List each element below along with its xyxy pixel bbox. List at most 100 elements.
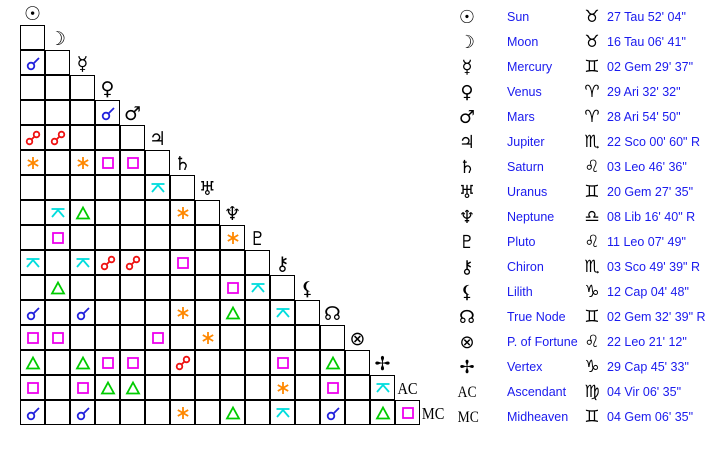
planet-position: 03 Sco 49' 39" R <box>607 260 700 274</box>
trine-icon <box>49 280 66 294</box>
aspect-cell-vertex-neptune <box>219 349 245 375</box>
square-icon <box>151 331 164 344</box>
venus-icon: ♀ <box>460 82 474 103</box>
planet-name: Vertex <box>507 360 543 374</box>
aspect-cell-p-of-fortune-moon <box>44 324 70 350</box>
aspect-cell-ascendant-chiron <box>269 374 295 400</box>
chiron-icon: ⚷ <box>460 257 474 278</box>
aspect-cell-midheaven-neptune <box>219 399 245 425</box>
conjunction-icon <box>101 106 115 120</box>
aspect-cell-ascendant-neptune <box>219 374 245 400</box>
aspect-cell-lilith-chiron <box>269 274 295 300</box>
planet-name: Venus <box>507 85 542 99</box>
mars-icon: ♂ <box>123 103 142 125</box>
mercury-icon: ☿ <box>461 57 473 78</box>
aspect-cell-midheaven-saturn <box>169 399 195 425</box>
leo-icon: ♌ <box>584 332 600 352</box>
uranus-icon: ♅ <box>198 178 217 200</box>
aspect-cell-midheaven-true-node <box>319 399 345 425</box>
aspect-cell-chiron-moon <box>44 249 70 275</box>
aspect-cell-neptune-mars <box>119 199 145 225</box>
quincunx-icon <box>250 282 265 293</box>
quincunx-icon <box>50 207 65 218</box>
moon-icon: ☽ <box>48 28 67 50</box>
aspect-cell-p-of-fortune-saturn <box>169 324 195 350</box>
planet-position: 20 Gem 27' 35" <box>607 185 694 199</box>
aspect-cell-uranus-jupiter <box>144 174 170 200</box>
trine-icon <box>24 355 41 369</box>
aspect-cell-p-of-fortune-mercury <box>69 324 95 350</box>
aspect-cell-chiron-uranus <box>194 249 220 275</box>
aspect-cell-venus-mercury <box>69 74 95 100</box>
planet-name: Pluto <box>507 235 536 249</box>
aspect-cell-uranus-sun <box>19 174 45 200</box>
aspect-cell-ascendant-vertex <box>369 374 395 400</box>
aspect-cell-jupiter-venus <box>94 124 120 150</box>
aspect-cell-true-node-chiron <box>269 299 295 325</box>
scorpio-icon: ♏ <box>584 132 600 152</box>
aspect-cell-pluto-venus <box>94 224 120 250</box>
lilith-icon: ⚸ <box>300 278 315 300</box>
aspect-cell-vertex-p-of-fortune <box>344 349 370 375</box>
true-node-icon: ☊ <box>324 303 341 325</box>
neptune-icon: ♆ <box>223 203 242 225</box>
opposition-icon <box>100 255 115 270</box>
aspect-cell-jupiter-moon <box>44 124 70 150</box>
aspect-cell-p-of-fortune-venus <box>94 324 120 350</box>
planet-row: ♅ Uranus ♊ 20 Gem 27' 35" <box>450 180 705 205</box>
planet-name: Neptune <box>507 210 555 224</box>
aspect-cell-uranus-venus <box>94 174 120 200</box>
planet-name: True Node <box>507 310 566 324</box>
taurus-icon: ♉ <box>584 7 600 27</box>
aspect-cell-ascendant-p-of-fortune <box>344 374 370 400</box>
planet-name: P. of Fortune <box>507 335 578 349</box>
aspect-cell-p-of-fortune-sun <box>19 324 45 350</box>
gemini-icon: ♊ <box>584 182 600 202</box>
planet-position: 04 Gem 06' 35" <box>607 410 694 424</box>
sextile-icon <box>26 156 39 169</box>
sextile-icon <box>176 306 189 319</box>
aspect-cell-true-node-venus <box>94 299 120 325</box>
midheaven-icon: MC <box>421 404 445 423</box>
aspect-cell-chiron-mercury <box>69 249 95 275</box>
square-icon <box>101 356 114 369</box>
aspect-cell-true-node-mars <box>119 299 145 325</box>
square-icon <box>76 381 89 394</box>
aspect-cell-ascendant-venus <box>94 374 120 400</box>
planet-row: ☉ Sun ♉ 27 Tau 52' 04" <box>450 5 705 30</box>
aspect-cell-mars-venus <box>94 99 120 125</box>
aspect-cell-p-of-fortune-jupiter <box>144 324 170 350</box>
aspect-cell-vertex-pluto <box>244 349 270 375</box>
aspect-cell-jupiter-mars <box>119 124 145 150</box>
square-icon <box>51 331 64 344</box>
aspect-cell-midheaven-venus <box>94 399 120 425</box>
virgo-icon: ♍ <box>584 382 600 402</box>
aspect-cell-vertex-lilith <box>294 349 320 375</box>
neptune-icon: ♆ <box>458 207 476 228</box>
planet-position: 12 Cap 04' 48" <box>607 285 689 299</box>
planet-position: 04 Vir 06' 35" <box>607 385 682 399</box>
planet-name: Lilith <box>507 285 533 299</box>
trine-icon <box>124 380 141 394</box>
aspect-cell-lilith-sun <box>19 274 45 300</box>
sextile-icon <box>201 331 214 344</box>
square-icon <box>126 156 139 169</box>
quincunx-icon <box>150 182 165 193</box>
planet-position: 29 Ari 32' 32" <box>607 85 681 99</box>
aspect-cell-pluto-jupiter <box>144 224 170 250</box>
aries-icon: ♈ <box>584 107 600 127</box>
planet-row: ♀ Venus ♈ 29 Ari 32' 32" <box>450 80 705 105</box>
aspect-cell-lilith-pluto <box>244 274 270 300</box>
planet-row: ♃ Jupiter ♏ 22 Sco 00' 60" R <box>450 130 705 155</box>
aspect-cell-chiron-sun <box>19 249 45 275</box>
gemini-icon: ♊ <box>584 407 600 427</box>
trine-icon <box>224 405 241 419</box>
vertex-icon: ✢ <box>374 353 391 375</box>
aspect-cell-midheaven-pluto <box>244 399 270 425</box>
aspect-cell-uranus-saturn <box>169 174 195 200</box>
leo-icon: ♌ <box>584 157 600 177</box>
aspect-cell-moon-sun <box>19 24 45 50</box>
aspect-cell-true-node-jupiter <box>144 299 170 325</box>
aspect-cell-neptune-sun <box>19 199 45 225</box>
aspect-cell-lilith-neptune <box>219 274 245 300</box>
